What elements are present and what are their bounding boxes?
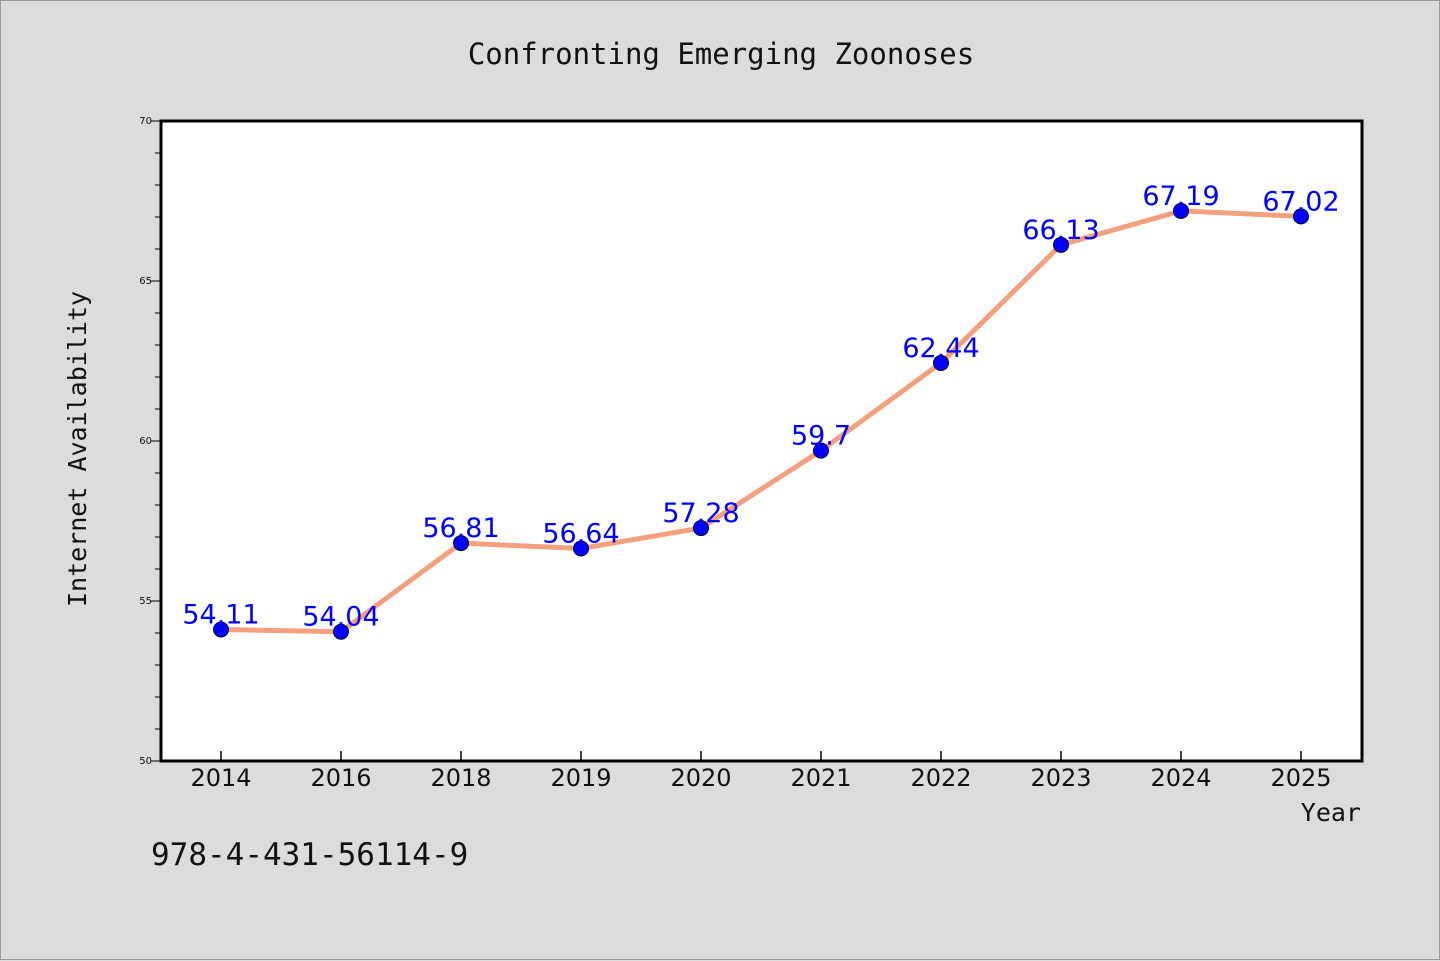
data-label: 57.28 <box>662 498 739 529</box>
x-tick-label: 2014 <box>190 764 251 792</box>
data-point <box>453 535 469 552</box>
data-label: 59.7 <box>791 421 851 452</box>
data-label: 56.64 <box>542 519 619 550</box>
x-tick-label: 2021 <box>790 764 851 792</box>
data-point <box>813 442 829 459</box>
y-tick-label: 70 <box>139 116 152 127</box>
y-axis-label: Internet Availability <box>63 291 92 607</box>
data-label: 66.13 <box>1022 215 1099 246</box>
data-point <box>1293 208 1309 225</box>
chart-title: Confronting Emerging Zoonoses <box>468 37 974 71</box>
y-tick-label: 65 <box>139 276 152 287</box>
data-point <box>933 354 949 371</box>
data-label: 62.44 <box>902 333 979 364</box>
data-point <box>333 623 349 640</box>
x-tick-label: 2023 <box>1030 764 1091 792</box>
data-label: 67.19 <box>1142 181 1219 212</box>
data-label: 54.04 <box>302 602 379 633</box>
y-tick-label: 50 <box>139 756 152 767</box>
data-point <box>1053 236 1069 253</box>
y-tick-label: 55 <box>139 596 152 607</box>
data-point <box>573 540 589 557</box>
series-group: 54.11 54.04 56.81 56.64 57.28 59.7 62.44 66.13 6… <box>182 181 1340 640</box>
x-tick-label: 2019 <box>550 764 611 792</box>
data-point <box>213 621 229 638</box>
data-label: 54.11 <box>182 599 259 630</box>
x-tick-label: 2025 <box>1270 764 1331 792</box>
plot-area <box>159 119 1364 763</box>
x-tick-label: 2018 <box>430 764 491 792</box>
x-tick-label: 2020 <box>670 764 731 792</box>
data-point <box>693 520 709 537</box>
series-line <box>218 208 1304 635</box>
x-tick-label: 2024 <box>1150 764 1211 792</box>
data-label: 67.02 <box>1262 186 1339 217</box>
footer-isbn: 978-4-431-56114-9 <box>151 837 468 873</box>
x-tick-label: 2016 <box>310 764 371 792</box>
y-axis: 50 55 60 65 70 <box>139 116 161 767</box>
x-axis-label: Year <box>1301 798 1361 827</box>
data-point <box>1173 202 1189 219</box>
x-tick-label: 2022 <box>910 764 971 792</box>
data-label: 56.81 <box>422 513 499 544</box>
y-tick-label: 60 <box>139 436 152 447</box>
x-axis: 2014 2016 2018 2019 2020 2021 2022 2023 2024 2025 <box>190 751 1332 792</box>
